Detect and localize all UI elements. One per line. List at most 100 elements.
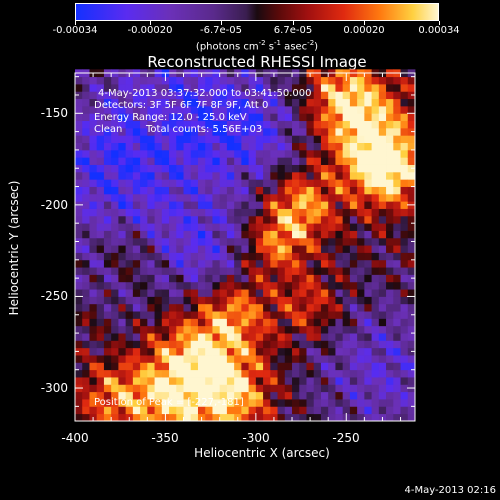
heatmap-cell	[263, 157, 271, 165]
heatmap-cell	[241, 391, 250, 400]
colorbar-tick	[150, 21, 151, 25]
heatmap-cell	[147, 406, 155, 415]
heatmap-cell	[132, 105, 141, 114]
heatmap-cell	[111, 318, 119, 327]
heatmap-cell	[234, 171, 242, 180]
heatmap-cell	[386, 259, 394, 268]
heatmap-cell	[306, 303, 315, 312]
heatmap-cell	[111, 377, 119, 385]
heatmap-cell	[75, 98, 83, 107]
heatmap-cell	[197, 223, 206, 231]
heatmap-cell	[400, 369, 409, 378]
heatmap-cell	[393, 377, 401, 385]
heatmap-cell	[328, 208, 336, 217]
heatmap-cell	[132, 289, 141, 297]
heatmap-cell	[357, 340, 365, 349]
heatmap-cell	[154, 135, 163, 143]
heatmap-cell	[248, 333, 257, 341]
heatmap-cell	[248, 413, 257, 422]
heatmap-cell	[393, 76, 401, 85]
heatmap-cell	[284, 340, 293, 349]
heatmap-cell	[386, 311, 394, 319]
heatmap-cell	[226, 333, 235, 341]
heatmap-cell	[89, 391, 98, 400]
heatmap-cell	[234, 76, 242, 85]
heatmap-cell	[263, 237, 271, 246]
heatmap-cell	[342, 318, 351, 327]
heatmap-cell	[263, 186, 271, 195]
heatmap-cell	[118, 384, 127, 393]
heatmap-cell	[169, 281, 177, 290]
heatmap-cell	[386, 377, 394, 385]
heatmap-cell	[118, 369, 127, 378]
heatmap-cell	[255, 237, 264, 246]
heatmap-cell	[169, 340, 177, 349]
heatmap-cell	[349, 135, 358, 143]
heatmap-cell	[212, 303, 221, 312]
heatmap-cell	[393, 186, 401, 195]
heatmap-cell	[96, 135, 105, 143]
heatmap-cell	[371, 355, 380, 363]
heatmap-cell	[364, 76, 372, 85]
heatmap-cell	[407, 333, 416, 341]
heatmap-cell	[154, 149, 163, 158]
heatmap-cell	[103, 157, 112, 165]
heatmap-cell	[234, 201, 242, 209]
heatmap-cell	[349, 215, 358, 224]
heatmap-cell	[255, 333, 264, 341]
heatmap-cell	[132, 193, 141, 202]
heatmap-cell	[248, 355, 257, 363]
heatmap-cell	[393, 289, 401, 297]
heatmap-cell	[255, 127, 264, 136]
heatmap-cell	[306, 318, 315, 327]
heatmap-cell	[306, 325, 315, 334]
heatmap-cell	[154, 113, 163, 122]
heatmap-cell	[132, 303, 141, 312]
heatmap-cell	[161, 267, 170, 275]
heatmap-cell	[320, 245, 329, 253]
heatmap-cell	[400, 281, 409, 290]
heatmap-cell	[103, 135, 112, 143]
heatmap-cell	[313, 413, 322, 422]
heatmap-cell	[132, 399, 141, 407]
heatmap-cell	[335, 259, 344, 268]
heatmap-cell	[328, 274, 336, 283]
heatmap-cell	[197, 237, 206, 246]
heatmap-cell	[313, 230, 322, 239]
heatmap-cell	[197, 391, 206, 400]
heatmap-cell	[386, 252, 394, 261]
heatmap-cell	[147, 105, 155, 114]
heatmap-cell	[306, 186, 315, 195]
heatmap-cell	[263, 215, 271, 224]
heatmap-cell	[393, 201, 401, 209]
heatmap-cell	[255, 369, 264, 378]
heatmap-cell	[147, 281, 155, 290]
heatmap-cell	[89, 208, 98, 217]
heatmap-cell	[226, 98, 235, 107]
heatmap-cell	[357, 113, 365, 122]
heatmap-cell	[125, 120, 134, 129]
heatmap-cell	[349, 223, 358, 231]
heatmap-cell	[349, 399, 358, 407]
heatmap-cell	[226, 230, 235, 239]
heatmap-cell	[241, 318, 250, 327]
heatmap-cell	[284, 325, 293, 334]
heatmap-cell	[190, 171, 199, 180]
heatmap-cell	[190, 274, 199, 283]
heatmap-cell	[140, 274, 148, 283]
heatmap-cell	[292, 237, 300, 246]
heatmap-cell	[306, 142, 315, 151]
heatmap-cell	[284, 399, 293, 407]
heatmap-cell	[219, 98, 228, 107]
heatmap-cell	[226, 237, 235, 246]
heatmap-cell	[234, 149, 242, 158]
heatmap-cell	[147, 164, 155, 173]
heatmap-cell	[342, 384, 351, 393]
heatmap-cell	[111, 164, 119, 173]
heatmap-cell	[140, 413, 148, 422]
heatmap-cell	[147, 355, 155, 363]
heatmap-cell	[169, 325, 177, 334]
heatmap-cell	[393, 179, 401, 187]
heatmap-cell	[255, 347, 264, 356]
heatmap-cell	[183, 252, 192, 261]
